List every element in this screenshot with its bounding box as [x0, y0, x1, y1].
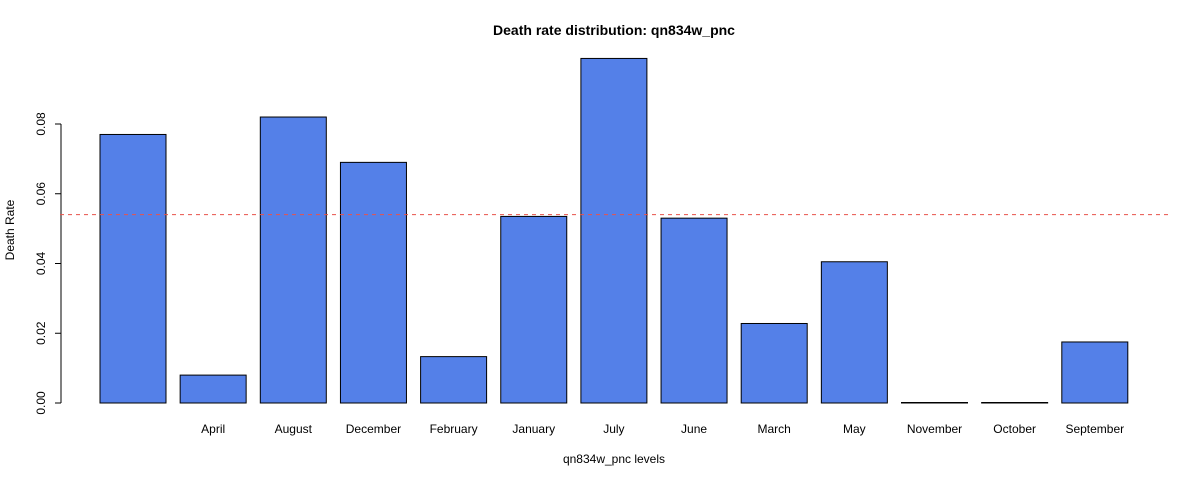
x-tick-label: April: [201, 422, 225, 436]
y-tick-label: 0.00: [34, 391, 48, 415]
x-tick-labels: April August December February January July Ju…: [201, 422, 1124, 436]
bar: [99, 133, 167, 404]
x-tick-label: June: [681, 422, 707, 436]
y-tick-label: 0.04: [34, 251, 48, 275]
x-axis-label: qn834w_pnc levels: [563, 452, 665, 466]
x-tick-label: September: [1065, 422, 1124, 436]
x-tick-label: December: [346, 422, 401, 436]
y-tick-label: 0.02: [34, 321, 48, 345]
bar: [740, 322, 808, 404]
x-tick-label: March: [758, 422, 791, 436]
bar: [339, 161, 407, 404]
bar: [1061, 341, 1129, 404]
bar: [820, 261, 888, 404]
x-tick-label: July: [603, 422, 624, 436]
bar: [420, 356, 488, 404]
y-axis-label: Death Rate: [3, 199, 17, 260]
x-tick-label: January: [512, 422, 555, 436]
bar: [901, 402, 968, 404]
bar: [179, 374, 247, 404]
y-tick-label: 0.06: [34, 182, 48, 206]
bar: [259, 116, 327, 404]
y-tick-label: 0.08: [34, 112, 48, 136]
x-tick-label: November: [907, 422, 962, 436]
bar: [580, 57, 648, 404]
chart-title: Death rate distribution: qn834w_pnc: [493, 22, 735, 38]
bars-group: [99, 57, 1129, 404]
x-tick-label: October: [993, 422, 1036, 436]
x-tick-label: August: [275, 422, 313, 436]
x-tick-label: May: [843, 422, 866, 436]
bar: [981, 402, 1049, 404]
x-tick-label: February: [430, 422, 478, 436]
y-axis: 0.00 0.02 0.04 0.06 0.08: [34, 112, 62, 415]
bar: [500, 215, 568, 404]
bar: [660, 217, 728, 404]
